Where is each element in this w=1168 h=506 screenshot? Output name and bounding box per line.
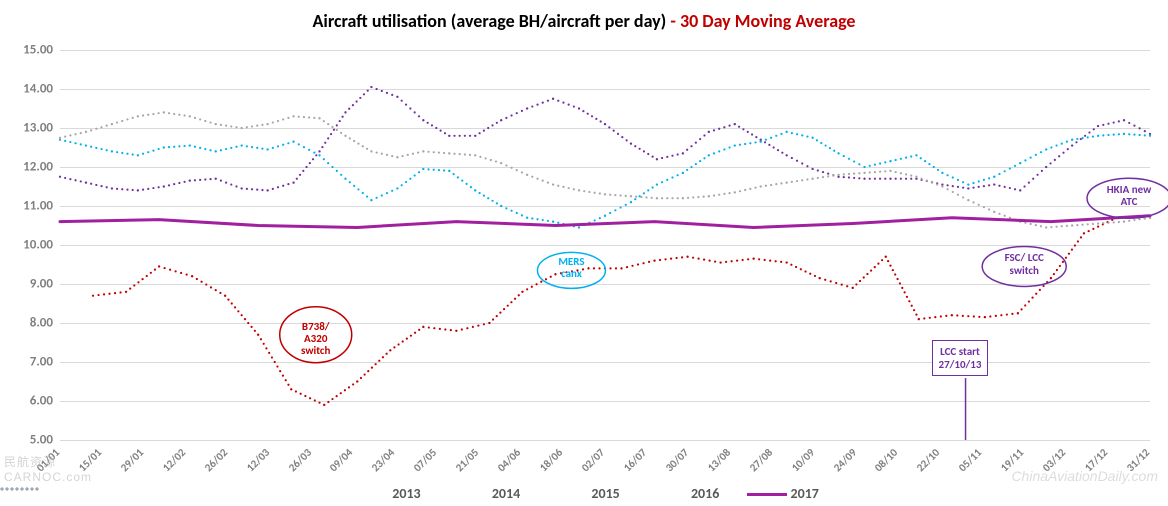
chart-container: Aircraft utilisation (average BH/aircraf…: [0, 0, 1168, 506]
series-2015: [59, 131, 1151, 229]
series-2014: [59, 86, 1151, 192]
legend: 2013 2014 2015 2016 2017: [0, 485, 1168, 502]
legend-item-2013: 2013: [349, 485, 421, 502]
legend-item-2016: 2016: [648, 485, 720, 502]
plot-svg: [0, 0, 1168, 506]
watermark-left: 民航资源 CARNOC.com: [4, 453, 92, 484]
legend-item-2017: 2017: [747, 485, 819, 502]
series-2013: [92, 217, 1151, 406]
legend-item-2015: 2015: [548, 485, 620, 502]
watermark-right: ChinaAviationDaily.com: [1011, 468, 1158, 484]
series-2017: [60, 216, 1150, 228]
legend-item-2014: 2014: [449, 485, 521, 502]
series-2016: [59, 111, 1151, 228]
annotation-lcc-start: LCC start27/10/13: [932, 340, 989, 376]
